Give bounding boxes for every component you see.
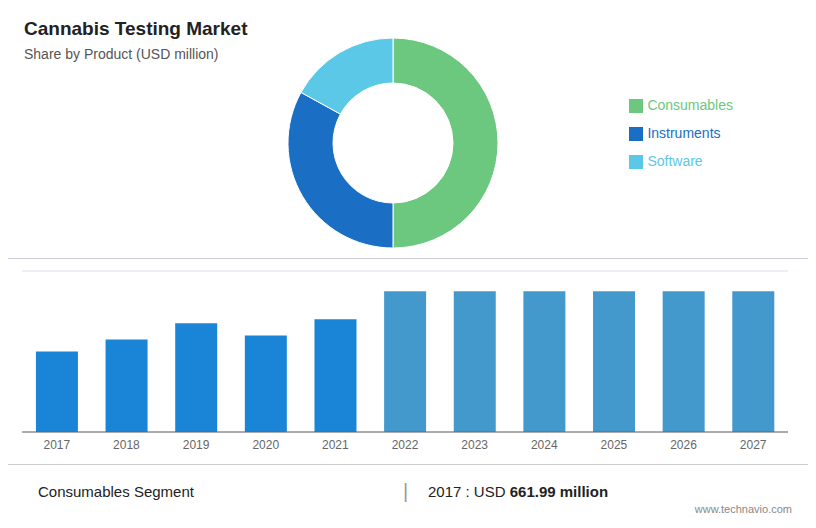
- svg-text:2021: 2021: [322, 438, 349, 452]
- html-text:Instruments: Instruments: [647, 125, 721, 141]
- html-text:Consumables: Consumables: [647, 97, 733, 113]
- html-text:www.technavio.com: www.technavio.com: [694, 503, 792, 515]
- svg-text:2027: 2027: [740, 438, 767, 452]
- html-text:Cannabis Testing Market: Cannabis Testing Market: [24, 18, 248, 39]
- svg-text:2017: 2017: [43, 438, 70, 452]
- svg-text:2023: 2023: [461, 438, 488, 452]
- svg-text:2018: 2018: [113, 438, 140, 452]
- svg-text:2020: 2020: [252, 438, 279, 452]
- svg-text:2026: 2026: [670, 438, 697, 452]
- html-text:Consumables Segment: Consumables Segment: [38, 482, 194, 500]
- svg-text:2024: 2024: [531, 438, 558, 452]
- html-text:2017 : USD 661.99 million: 2017 : USD 661.99 million: [428, 482, 609, 500]
- svg-text:2019: 2019: [183, 438, 210, 452]
- svg-text:2022: 2022: [392, 438, 419, 452]
- html-text:Software: Software: [647, 153, 703, 169]
- svg-text:2025: 2025: [601, 438, 628, 452]
- html-text:Share by Product (USD million): Share by Product (USD million): [24, 46, 219, 62]
